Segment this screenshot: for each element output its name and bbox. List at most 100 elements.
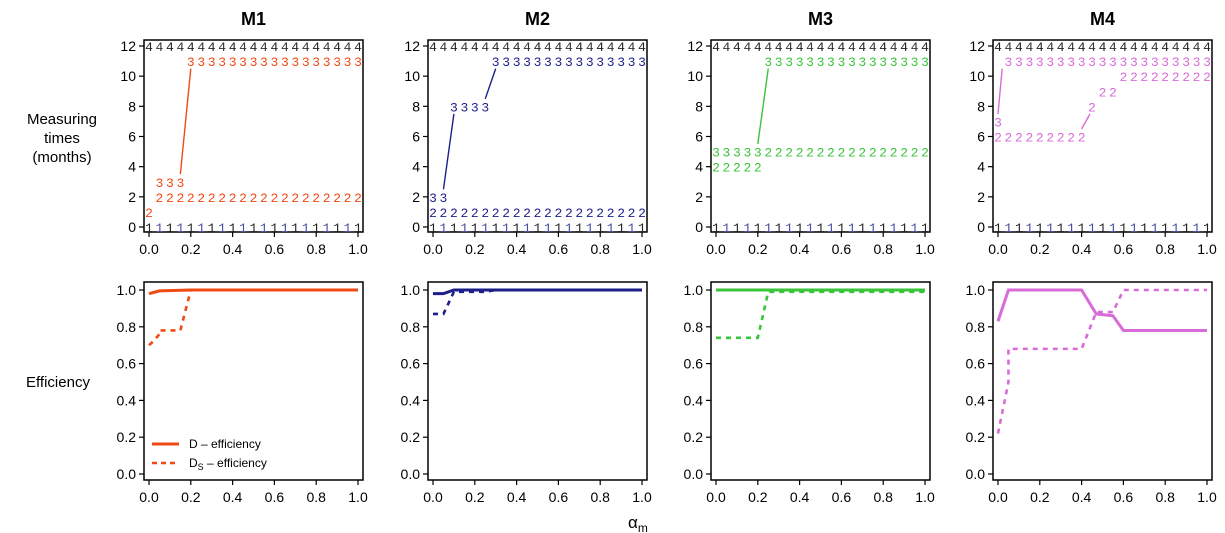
measuring-time-marker: 1 <box>1015 221 1023 236</box>
measuring-time-marker: 4 <box>628 40 636 55</box>
measuring-time-marker: 4 <box>1119 40 1127 55</box>
measuring-time-marker: 1 <box>1025 221 1033 236</box>
measuring-time-marker: 2 <box>1036 131 1044 146</box>
measuring-time-marker: 4 <box>575 40 583 55</box>
measuring-time-marker: 3 <box>754 146 762 161</box>
y-tick-label: 12 <box>969 38 985 54</box>
measuring-time-marker: 2 <box>523 206 531 221</box>
measuring-time-marker: 1 <box>911 221 919 236</box>
x-tick-label: 0.0 <box>423 241 443 257</box>
x-tick-label: 0.4 <box>1072 241 1092 257</box>
measuring-time-marker: 4 <box>1015 40 1023 55</box>
measuring-time-marker: 2 <box>817 146 825 161</box>
measuring-time-marker: 1 <box>554 221 562 236</box>
measuring-time-marker: 4 <box>354 40 362 55</box>
measuring-time-marker: 2 <box>1151 70 1159 85</box>
y-tick-label: 8 <box>412 98 420 114</box>
measuring-time-marker: 4 <box>239 40 247 55</box>
measuring-time-marker: 1 <box>1182 221 1190 236</box>
legend-ds-main: D <box>189 456 198 470</box>
measuring-time-marker: 1 <box>712 221 720 236</box>
measuring-time-marker: 2 <box>837 146 845 161</box>
measuring-time-marker: 1 <box>858 221 866 236</box>
measuring-time-marker: 4 <box>1088 40 1096 55</box>
x-tick-label: 0.8 <box>873 241 893 257</box>
measuring-time-marker: 3 <box>879 55 887 70</box>
measuring-time-connector <box>442 113 455 190</box>
measuring-time-marker: 4 <box>250 40 258 55</box>
measuring-time-marker: 4 <box>827 40 835 55</box>
y-tick-label: 0.4 <box>401 392 421 408</box>
measuring-time-marker: 2 <box>890 146 898 161</box>
measuring-time-marker: 2 <box>450 206 458 221</box>
measuring-time-marker: 1 <box>333 221 341 236</box>
measuring-time-marker: 3 <box>1193 55 1201 70</box>
measuring-time-marker: 3 <box>534 55 542 70</box>
x-tick-label: 0.2 <box>465 241 485 257</box>
measuring-time-marker: 2 <box>166 191 174 206</box>
measuring-time-marker: 2 <box>764 146 772 161</box>
measuring-time-marker: 2 <box>1067 131 1075 146</box>
x-tick-label: 1.0 <box>632 489 652 505</box>
x-tick-label: 0.4 <box>507 489 527 505</box>
y-tick-label: 6 <box>695 129 703 145</box>
x-tick-label: 0.6 <box>832 241 852 257</box>
x-tick-label: 1.0 <box>1197 241 1217 257</box>
measuring-time-marker: 4 <box>1109 40 1117 55</box>
legend-ds-sub: S <box>198 462 204 472</box>
measuring-time-marker: 4 <box>218 40 226 55</box>
measuring-time-marker: 1 <box>471 221 479 236</box>
measuring-time-marker: 4 <box>796 40 804 55</box>
measuring-time-marker: 3 <box>1078 55 1086 70</box>
y-tick-label: 0 <box>695 219 703 235</box>
y-tick-label: 0.6 <box>684 356 704 372</box>
measuring-time-marker: 1 <box>806 221 814 236</box>
panel-title: M2 <box>525 9 550 29</box>
measuring-time-marker: 4 <box>344 40 352 55</box>
measuring-time-marker: 3 <box>617 55 625 70</box>
x-tick-label: 1.0 <box>915 241 935 257</box>
measuring-time-marker: 1 <box>208 221 216 236</box>
x-tick-label: 0.8 <box>306 489 326 505</box>
measuring-time-marker: 2 <box>176 191 184 206</box>
measuring-time-marker: 3 <box>565 55 573 70</box>
measuring-time-marker: 4 <box>281 40 289 55</box>
y-tick-label: 2 <box>412 189 420 205</box>
x-tick-label: 0.8 <box>306 241 326 257</box>
measuring-time-marker: 2 <box>1005 131 1013 146</box>
measuring-time-marker: 3 <box>513 55 521 70</box>
measuring-time-marker: 3 <box>785 55 793 70</box>
measuring-time-marker: 2 <box>617 206 625 221</box>
measuring-time-marker: 2 <box>743 161 751 176</box>
x-tick-label: 1.0 <box>348 241 368 257</box>
measuring-time-marker: 2 <box>156 191 164 206</box>
measuring-time-marker: 4 <box>1172 40 1180 55</box>
measuring-time-marker: 1 <box>1005 221 1013 236</box>
x-tick-label: 0.4 <box>223 489 243 505</box>
panel-title: M1 <box>241 9 266 29</box>
measuring-time-marker: 2 <box>869 146 877 161</box>
measuring-time-marker: 4 <box>534 40 542 55</box>
y-tick-label: 6 <box>412 129 420 145</box>
measuring-time-marker: 3 <box>1025 55 1033 70</box>
measuring-time-marker: 2 <box>565 206 573 221</box>
y-tick-label: 4 <box>977 159 985 175</box>
measuring-time-marker: 2 <box>575 206 583 221</box>
measuring-time-marker: 1 <box>764 221 772 236</box>
measuring-time-marker: 1 <box>166 221 174 236</box>
measuring-time-marker: 4 <box>450 40 458 55</box>
measuring-time-marker: 4 <box>565 40 573 55</box>
measuring-time-marker: 2 <box>440 206 448 221</box>
measuring-time-marker: 2 <box>806 146 814 161</box>
measuring-time-marker: 1 <box>281 221 289 236</box>
measuring-time-marker: 2 <box>208 191 216 206</box>
measuring-time-marker: 1 <box>1109 221 1117 236</box>
measuring-time-marker: 4 <box>617 40 625 55</box>
measuring-time-marker: 2 <box>145 206 153 221</box>
measuring-time-marker: 3 <box>1172 55 1180 70</box>
measuring-time-marker: 1 <box>1140 221 1148 236</box>
y-tick-label: 0.2 <box>684 429 704 445</box>
measuring-time-marker: 1 <box>229 221 237 236</box>
measuring-time-marker: 4 <box>1193 40 1201 55</box>
